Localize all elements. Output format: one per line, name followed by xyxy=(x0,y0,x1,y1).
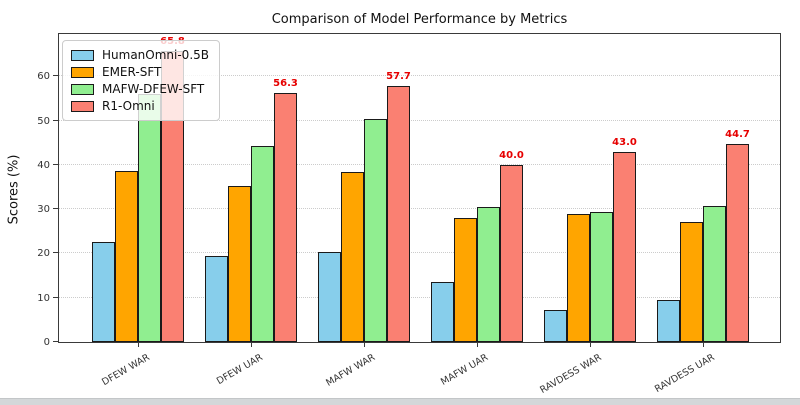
bar-emer-sft-dfew-war xyxy=(115,170,138,342)
legend-label: MAFW-DFEW-SFT xyxy=(102,82,205,96)
x-tick-mark xyxy=(364,343,365,347)
value-label: 44.7 xyxy=(725,129,750,141)
y-tick-mark xyxy=(53,163,59,165)
bar-humanomni-0-5b-mafw-uar xyxy=(431,282,454,342)
y-tick-label: 20 xyxy=(37,248,50,260)
legend-item: EMER-SFT xyxy=(71,65,209,79)
legend: HumanOmni-0.5B EMER-SFT MAFW-DFEW-SFT R1-Om… xyxy=(62,40,220,121)
y-tick-label: 50 xyxy=(37,115,50,127)
gridline xyxy=(59,163,780,165)
value-label: 56.3 xyxy=(273,77,298,89)
gridline xyxy=(59,75,780,77)
value-label: 43.0 xyxy=(612,136,637,148)
y-tick-mark xyxy=(53,75,59,77)
gridline xyxy=(59,119,780,121)
x-tick-label: RAVDESS UAR xyxy=(652,352,717,396)
y-tick-mark xyxy=(53,341,59,342)
y-tick-label: 60 xyxy=(37,71,50,83)
bar-emer-sft-ravdess-uar xyxy=(680,221,703,342)
legend-item: R1-Omni xyxy=(71,99,209,113)
legend-item: MAFW-DFEW-SFT xyxy=(71,82,209,96)
x-tick-label: MAFW WAR xyxy=(324,352,378,389)
legend-item: HumanOmni-0.5B xyxy=(71,48,209,62)
y-tick-mark xyxy=(53,119,59,121)
x-tick-label: MAFW UAR xyxy=(439,352,491,388)
window-bottom-strip xyxy=(0,398,800,405)
legend-color-swatch xyxy=(71,83,94,95)
x-tick-mark xyxy=(703,343,704,347)
y-tick-label: 30 xyxy=(37,204,50,216)
bar-mafw-dfew-sft-dfew-war xyxy=(138,93,161,342)
bar-r1-omni-dfew-uar xyxy=(274,92,297,342)
bar-r1-omni-ravdess-uar xyxy=(726,144,749,342)
gridline xyxy=(59,252,780,254)
bar-emer-sft-mafw-war xyxy=(341,171,364,342)
x-tick-label: DFEW UAR xyxy=(214,352,265,388)
bar-emer-sft-ravdess-war xyxy=(567,213,590,342)
legend-color-swatch xyxy=(71,100,94,112)
x-tick-mark xyxy=(590,343,591,347)
bar-r1-omni-mafw-uar xyxy=(500,164,523,342)
x-tick-mark xyxy=(251,343,252,347)
legend-label: R1-Omni xyxy=(102,99,155,113)
gridline xyxy=(59,296,780,298)
y-tick-mark xyxy=(53,252,59,254)
legend-color-swatch xyxy=(71,49,94,61)
y-tick-label: 40 xyxy=(37,159,50,171)
legend-label: EMER-SFT xyxy=(102,65,162,79)
bar-humanomni-0-5b-dfew-uar xyxy=(205,255,228,342)
x-tick-label: RAVDESS WAR xyxy=(538,352,604,397)
x-tick-mark xyxy=(138,343,139,347)
value-label: 57.7 xyxy=(386,71,411,83)
legend-color-swatch xyxy=(71,66,94,78)
y-tick-mark xyxy=(53,296,59,298)
x-tick-mark xyxy=(477,343,478,347)
bar-humanomni-0-5b-ravdess-war xyxy=(544,309,567,342)
bar-mafw-dfew-sft-mafw-uar xyxy=(477,207,500,342)
bar-humanomni-0-5b-ravdess-uar xyxy=(657,300,680,342)
bar-mafw-dfew-sft-dfew-uar xyxy=(251,145,274,342)
y-tick-mark xyxy=(53,208,59,210)
legend-label: HumanOmni-0.5B xyxy=(102,48,209,62)
bar-emer-sft-mafw-uar xyxy=(454,218,477,342)
gridline xyxy=(59,208,780,210)
y-tick-label: 0 xyxy=(43,337,50,348)
bar-humanomni-0-5b-mafw-war xyxy=(318,252,341,342)
bar-r1-omni-ravdess-war xyxy=(613,151,636,342)
bar-mafw-dfew-sft-mafw-war xyxy=(364,118,387,342)
value-label: 40.0 xyxy=(499,149,524,161)
bar-humanomni-0-5b-dfew-war xyxy=(92,241,115,342)
bar-mafw-dfew-sft-ravdess-uar xyxy=(703,205,726,342)
y-tick-label: 10 xyxy=(37,292,50,304)
x-tick-label: DFEW WAR xyxy=(99,352,152,389)
bar-emer-sft-dfew-uar xyxy=(228,185,251,342)
y-axis-label: Scores (%) xyxy=(6,154,22,225)
chart-title: Comparison of Model Performance by Metri… xyxy=(271,12,568,27)
bar-mafw-dfew-sft-ravdess-war xyxy=(590,212,613,342)
bar-r1-omni-mafw-war xyxy=(387,86,410,342)
